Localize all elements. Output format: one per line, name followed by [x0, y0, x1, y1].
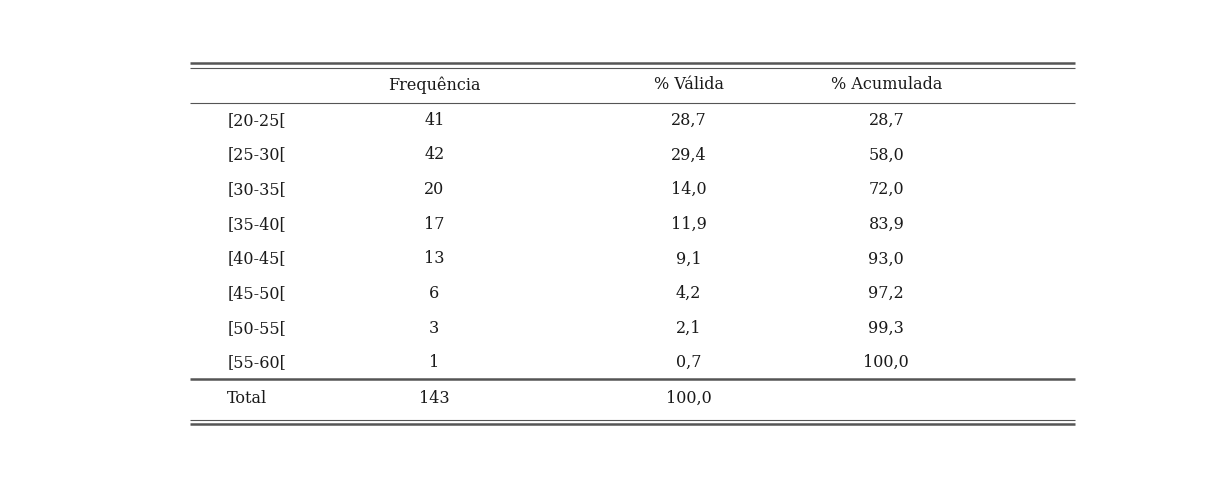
Text: 4,2: 4,2	[676, 285, 701, 302]
Text: 100,0: 100,0	[666, 390, 712, 407]
Text: 9,1: 9,1	[676, 250, 701, 267]
Text: 97,2: 97,2	[869, 285, 904, 302]
Text: 17: 17	[424, 216, 445, 233]
Text: 1: 1	[429, 354, 440, 371]
Text: [35-40[: [35-40[	[227, 216, 286, 233]
Text: 143: 143	[419, 390, 450, 407]
Text: 3: 3	[429, 320, 440, 337]
Text: [45-50[: [45-50[	[227, 285, 286, 302]
Text: 83,9: 83,9	[869, 216, 904, 233]
Text: [20-25[: [20-25[	[227, 112, 286, 129]
Text: 41: 41	[424, 112, 445, 129]
Text: Frequência: Frequência	[388, 76, 481, 94]
Text: [50-55[: [50-55[	[227, 320, 286, 337]
Text: [30-35[: [30-35[	[227, 181, 286, 198]
Text: [55-60[: [55-60[	[227, 354, 286, 371]
Text: 13: 13	[424, 250, 445, 267]
Text: % Acumulada: % Acumulada	[831, 76, 942, 94]
Text: 42: 42	[424, 147, 445, 163]
Text: 20: 20	[424, 181, 445, 198]
Text: Total: Total	[227, 390, 267, 407]
Text: [25-30[: [25-30[	[227, 147, 286, 163]
Text: 0,7: 0,7	[676, 354, 701, 371]
Text: 100,0: 100,0	[864, 354, 909, 371]
Text: 58,0: 58,0	[869, 147, 904, 163]
Text: 28,7: 28,7	[869, 112, 904, 129]
Text: [40-45[: [40-45[	[227, 250, 286, 267]
Text: 28,7: 28,7	[671, 112, 706, 129]
Text: 6: 6	[429, 285, 440, 302]
Text: 29,4: 29,4	[671, 147, 706, 163]
Text: 14,0: 14,0	[671, 181, 706, 198]
Text: 11,9: 11,9	[671, 216, 707, 233]
Text: 2,1: 2,1	[676, 320, 701, 337]
Text: 72,0: 72,0	[869, 181, 904, 198]
Text: 99,3: 99,3	[869, 320, 904, 337]
Text: % Válida: % Válida	[654, 76, 724, 94]
Text: 93,0: 93,0	[869, 250, 904, 267]
